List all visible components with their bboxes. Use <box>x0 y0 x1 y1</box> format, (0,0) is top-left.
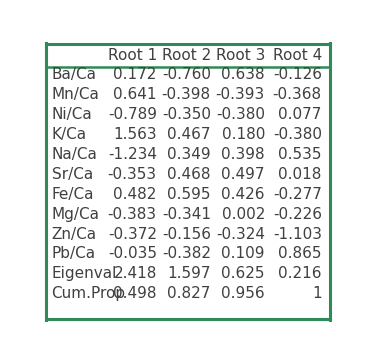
Text: -0.353: -0.353 <box>108 167 157 182</box>
Text: -0.380: -0.380 <box>273 127 322 142</box>
Text: 0.180: 0.180 <box>222 127 265 142</box>
Text: Root 3: Root 3 <box>215 48 265 63</box>
Text: -0.372: -0.372 <box>108 227 157 242</box>
Text: -0.383: -0.383 <box>108 207 157 222</box>
Text: 0.426: 0.426 <box>221 187 265 202</box>
Text: -0.324: -0.324 <box>216 227 265 242</box>
Text: -0.760: -0.760 <box>162 67 211 82</box>
Text: -1.103: -1.103 <box>273 227 322 242</box>
Text: -0.380: -0.380 <box>216 107 265 122</box>
Text: -0.368: -0.368 <box>273 87 322 102</box>
Text: 0.398: 0.398 <box>221 147 265 162</box>
Text: Na/Ca: Na/Ca <box>51 147 98 162</box>
Text: -0.126: -0.126 <box>273 67 322 82</box>
Text: 0.002: 0.002 <box>222 207 265 222</box>
Text: Ni/Ca: Ni/Ca <box>51 107 92 122</box>
Text: 0.625: 0.625 <box>221 266 265 281</box>
Text: 0.535: 0.535 <box>278 147 322 162</box>
Text: Sr/Ca: Sr/Ca <box>51 167 93 182</box>
Text: 0.109: 0.109 <box>221 247 265 261</box>
Text: 1.597: 1.597 <box>167 266 211 281</box>
Text: Root 1: Root 1 <box>108 48 157 63</box>
Text: Eigenval: Eigenval <box>51 266 117 281</box>
Text: -1.234: -1.234 <box>108 147 157 162</box>
Text: Root 2: Root 2 <box>161 48 211 63</box>
Text: 0.467: 0.467 <box>167 127 211 142</box>
Text: 1.563: 1.563 <box>113 127 157 142</box>
Text: -0.277: -0.277 <box>273 187 322 202</box>
Text: -0.226: -0.226 <box>273 207 322 222</box>
Text: 0.638: 0.638 <box>221 67 265 82</box>
Text: -0.341: -0.341 <box>162 207 211 222</box>
Text: 0.482: 0.482 <box>113 187 157 202</box>
Text: 0.468: 0.468 <box>167 167 211 182</box>
Text: 0.497: 0.497 <box>221 167 265 182</box>
Text: -0.156: -0.156 <box>162 227 211 242</box>
Text: -0.789: -0.789 <box>108 107 157 122</box>
Text: Fe/Ca: Fe/Ca <box>51 187 94 202</box>
Text: Cum.Prop: Cum.Prop <box>51 286 126 301</box>
Text: 0.595: 0.595 <box>167 187 211 202</box>
Text: 0.172: 0.172 <box>113 67 157 82</box>
Text: Pb/Ca: Pb/Ca <box>51 247 96 261</box>
Text: K/Ca: K/Ca <box>51 127 87 142</box>
Text: 0.216: 0.216 <box>278 266 322 281</box>
Text: 0.865: 0.865 <box>278 247 322 261</box>
Text: Root 4: Root 4 <box>273 48 322 63</box>
Text: -0.350: -0.350 <box>162 107 211 122</box>
Text: Ba/Ca: Ba/Ca <box>51 67 97 82</box>
Text: -0.393: -0.393 <box>216 87 265 102</box>
Text: -0.035: -0.035 <box>108 247 157 261</box>
Text: 0.827: 0.827 <box>167 286 211 301</box>
Text: 0.018: 0.018 <box>279 167 322 182</box>
Text: 0.349: 0.349 <box>167 147 211 162</box>
Text: Mn/Ca: Mn/Ca <box>51 87 99 102</box>
Text: 2.418: 2.418 <box>113 266 157 281</box>
Text: 0.641: 0.641 <box>113 87 157 102</box>
Text: 0.956: 0.956 <box>221 286 265 301</box>
Text: 0.498: 0.498 <box>113 286 157 301</box>
Text: -0.382: -0.382 <box>162 247 211 261</box>
Text: Mg/Ca: Mg/Ca <box>51 207 99 222</box>
Text: -0.398: -0.398 <box>162 87 211 102</box>
Text: 0.077: 0.077 <box>279 107 322 122</box>
Text: Zn/Ca: Zn/Ca <box>51 227 97 242</box>
Text: 1: 1 <box>312 286 322 301</box>
